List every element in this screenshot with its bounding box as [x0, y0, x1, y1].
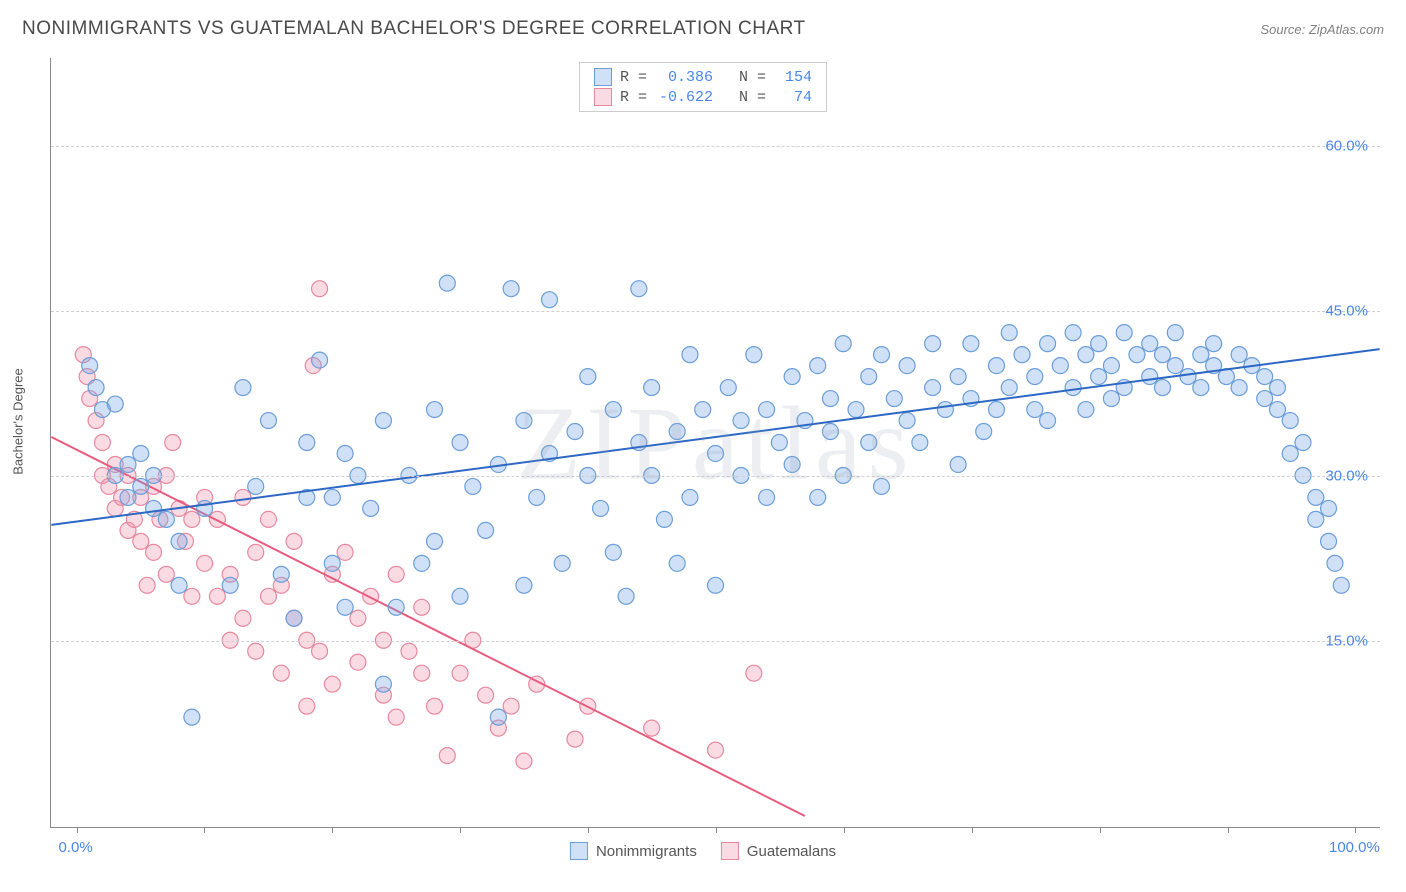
legend-swatch — [721, 842, 739, 860]
y-axis-label: Bachelor's Degree — [11, 368, 26, 475]
xtick-label: 100.0% — [1329, 839, 1380, 856]
legend-r-label: R = — [620, 89, 647, 106]
legend-row: R = -0.622 N = 74 — [594, 87, 812, 107]
legend-correlation: R = 0.386 N = 154 R = -0.622 N = 74 — [579, 62, 827, 112]
legend-n-label: N = — [721, 69, 766, 86]
legend-item-label: Nonimmigrants — [596, 843, 697, 860]
legend-r-value: -0.622 — [655, 89, 713, 106]
legend-row: R = 0.386 N = 154 — [594, 67, 812, 87]
legend-item: Nonimmigrants — [570, 842, 697, 860]
gridline — [51, 146, 1380, 147]
legend-item: Guatemalans — [721, 842, 836, 860]
legend-n-value: 74 — [774, 89, 812, 106]
legend-swatch — [570, 842, 588, 860]
xtick-label: 0.0% — [58, 839, 92, 856]
xtick-mark — [588, 827, 589, 833]
plot-area: ZIPatlas 15.0%30.0%45.0%60.0% — [50, 58, 1380, 828]
xtick-mark — [332, 827, 333, 833]
xtick-mark — [1100, 827, 1101, 833]
legend-n-value: 154 — [774, 69, 812, 86]
legend-item-label: Guatemalans — [747, 843, 836, 860]
xtick-mark — [77, 827, 78, 833]
xtick-mark — [1355, 827, 1356, 833]
legend-r-label: R = — [620, 69, 647, 86]
ytick-label: 15.0% — [1325, 633, 1368, 650]
legend-series: Nonimmigrants Guatemalans — [570, 842, 836, 860]
plot-svg — [51, 58, 1380, 827]
legend-n-label: N = — [721, 89, 766, 106]
xtick-mark — [1228, 827, 1229, 833]
legend-swatch — [594, 68, 612, 86]
source-label: Source: ZipAtlas.com — [1260, 22, 1384, 37]
xtick-mark — [716, 827, 717, 833]
legend-r-value: 0.386 — [655, 69, 713, 86]
xtick-mark — [460, 827, 461, 833]
correlation-chart: NONIMMIGRANTS VS GUATEMALAN BACHELOR'S D… — [0, 0, 1406, 892]
xtick-mark — [204, 827, 205, 833]
xtick-mark — [844, 827, 845, 833]
gridline — [51, 311, 1380, 312]
ytick-label: 45.0% — [1325, 303, 1368, 320]
ytick-label: 60.0% — [1325, 138, 1368, 155]
gridline — [51, 476, 1380, 477]
xtick-mark — [972, 827, 973, 833]
gridline — [51, 641, 1380, 642]
chart-title: NONIMMIGRANTS VS GUATEMALAN BACHELOR'S D… — [22, 18, 806, 40]
ytick-label: 30.0% — [1325, 468, 1368, 485]
legend-swatch — [594, 88, 612, 106]
